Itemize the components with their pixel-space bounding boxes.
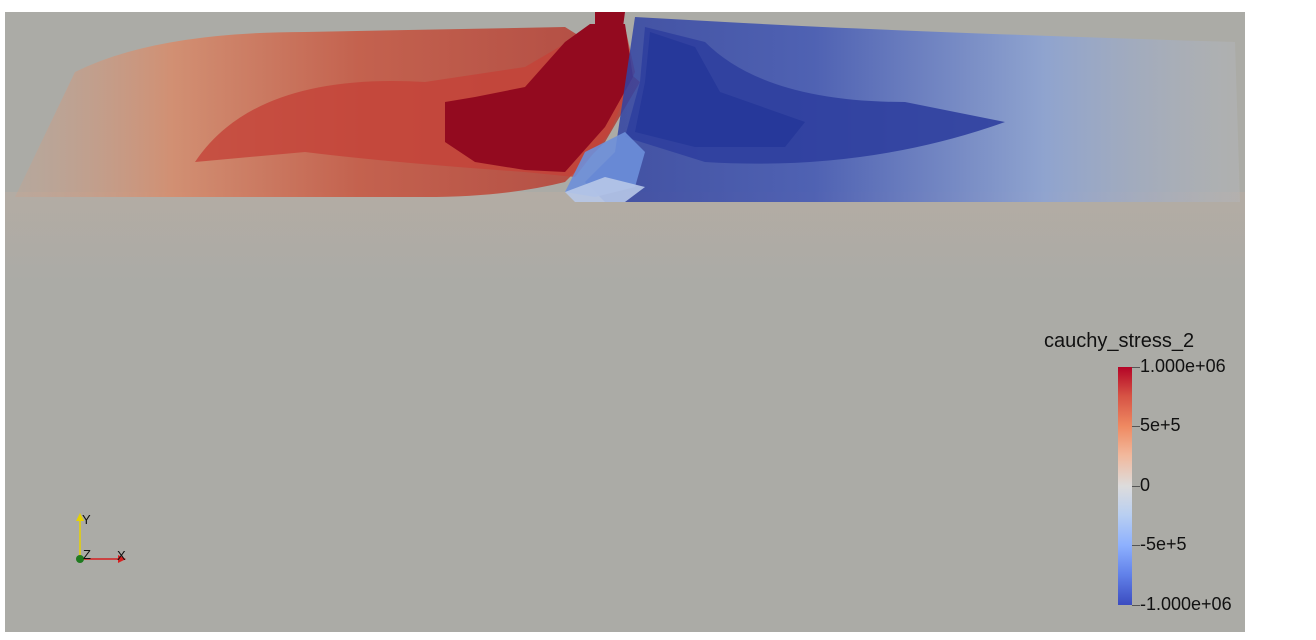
tension-top-strip [595, 12, 625, 27]
render-viewport[interactable] [5, 12, 1245, 632]
colorbar-label-max: 1.000e+06 [1140, 356, 1226, 376]
axes-triad-graphic [76, 513, 126, 563]
compression-region-core [635, 32, 805, 147]
neutral-transition [565, 177, 645, 202]
x-axis-label: X [117, 548, 126, 563]
colorbar-label-upper: 5e+5 [1140, 415, 1181, 435]
z-axis-label: Z [83, 547, 91, 562]
colorbar-label-lower: -5e+5 [1140, 534, 1187, 554]
colorbar-tick [1132, 367, 1140, 368]
colorbar-gradient [1118, 367, 1132, 605]
colorbar-tick [1132, 486, 1140, 487]
colorbar-tick [1132, 426, 1140, 427]
colorbar-tick [1132, 605, 1140, 606]
orientation-axes-triad: Y Z X [60, 505, 140, 575]
y-axis-arrow-icon [76, 513, 84, 521]
tension-region-core [445, 24, 633, 172]
warm-band [5, 192, 1245, 282]
x-axis-arrow-icon [118, 555, 126, 563]
y-axis-label: Y [82, 512, 91, 527]
colorbar-title: cauchy_stress_2 [1044, 330, 1195, 352]
colorbar-label-min: -1.000e+06 [1140, 594, 1232, 614]
colorbar-tick [1132, 545, 1140, 546]
colorbar-legend: cauchy_stress_2 1.000e+06 5e+5 0 -5e+5 -… [1030, 330, 1260, 620]
compression-transition [565, 132, 645, 197]
colorbar-label-mid: 0 [1140, 475, 1151, 495]
stress-field-plot [5, 12, 1245, 632]
z-axis-dot-icon [76, 555, 84, 563]
